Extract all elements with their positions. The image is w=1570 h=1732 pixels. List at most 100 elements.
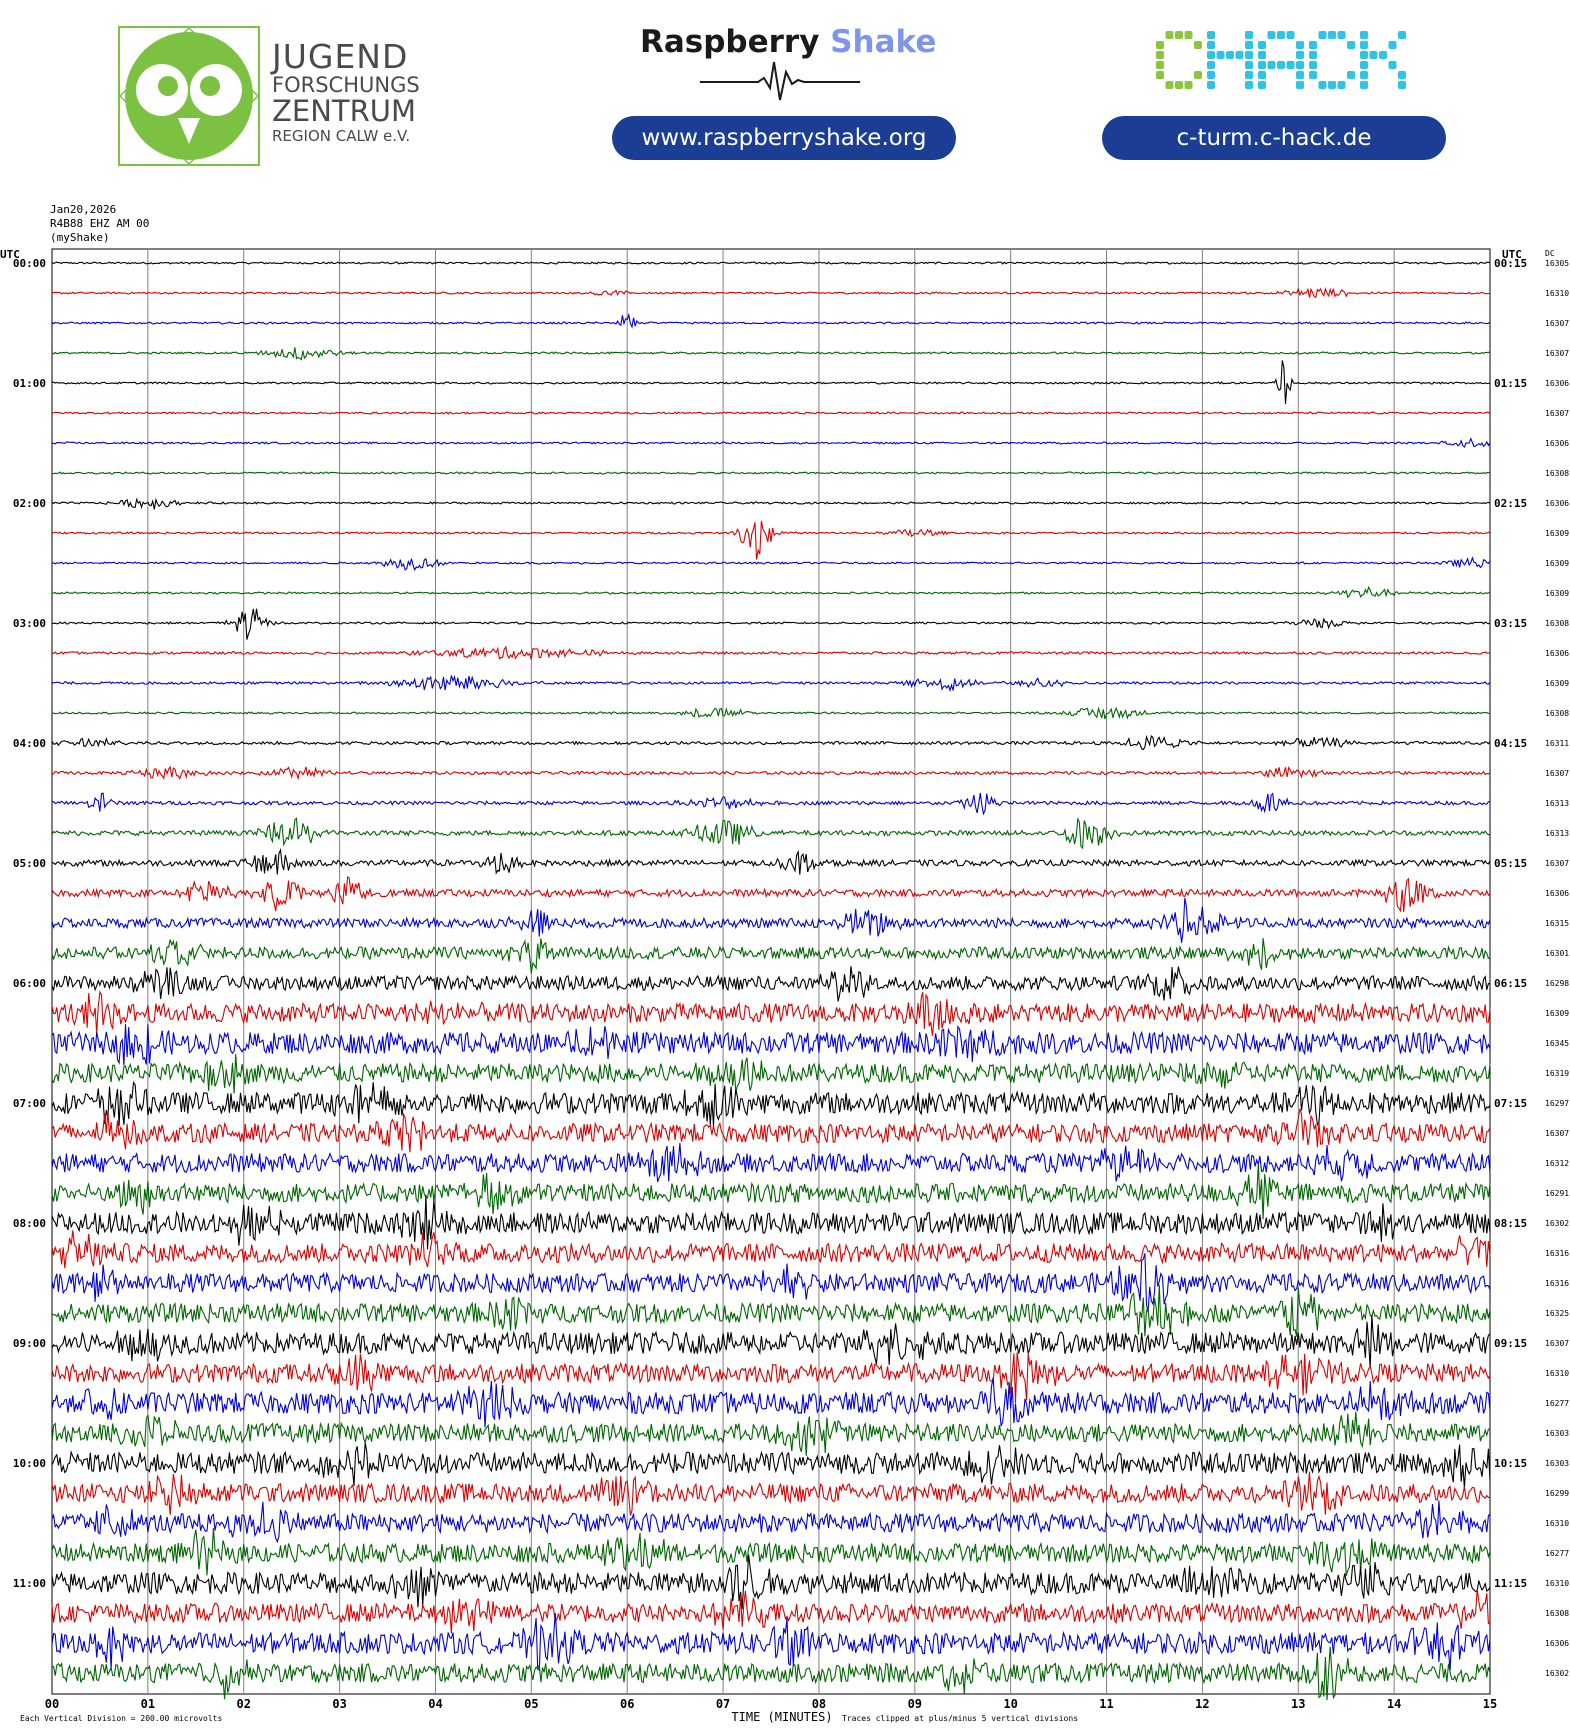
jfz-name: JUGEND FORSCHUNGS ZENTRUM REGION CALW e.…: [272, 40, 420, 144]
dc-value: 16302: [1545, 1669, 1569, 1678]
dc-value: 16291: [1545, 1189, 1569, 1198]
chack-logo-dot: [1398, 71, 1406, 79]
chack-logo-dot: [1296, 61, 1304, 69]
x-tick-label: 12: [1195, 1697, 1209, 1711]
jfz-line-1: JUGEND: [272, 37, 409, 76]
dc-value: 16310: [1545, 1369, 1569, 1378]
chack-logo-dot: [1207, 31, 1215, 39]
chack-logo-dot: [1328, 81, 1336, 89]
dc-header-label: DC: [1545, 249, 1555, 258]
dc-value: 16310: [1545, 289, 1569, 298]
axis-labels: 00:00 00:15 16305 16310 16307 16307 01:00 01:15…: [0, 203, 1569, 1724]
chack-logo-icon: [1156, 31, 1406, 89]
dc-value: 16319: [1545, 1069, 1569, 1078]
utc-left-label: 00:00: [13, 257, 46, 270]
trace-row-33: [51, 1230, 1491, 1269]
utc-right-label: 09:15: [1494, 1337, 1527, 1350]
trace-row-16: [51, 734, 1491, 751]
dc-value: 16310: [1545, 1579, 1569, 1588]
utc-right-label: 11:15: [1494, 1577, 1527, 1590]
dc-value: 16315: [1545, 919, 1569, 928]
chack-logo-dot: [1379, 51, 1387, 59]
utc-right-label: 07:15: [1494, 1097, 1527, 1110]
utc-left-label: 05:00: [13, 857, 46, 870]
dc-value: 16307: [1545, 319, 1569, 328]
trace-row-24: [51, 966, 1491, 1002]
trace-row-35: [51, 1284, 1491, 1337]
x-tick-label: 07: [716, 1697, 730, 1711]
dc-value: 16310: [1545, 1519, 1569, 1528]
chack-logo-dot: [1347, 41, 1355, 49]
trace-row-7: [52, 471, 1491, 475]
plot-frame: [51, 248, 1491, 1695]
chack-logo-dot: [1245, 31, 1253, 39]
utc-left-label: 09:00: [13, 1337, 46, 1350]
trace-row-21: [51, 876, 1491, 913]
trace-row-1: [51, 287, 1491, 299]
dc-value: 16307: [1545, 349, 1569, 358]
x-axis-title: TIME (MINUTES): [731, 1710, 832, 1724]
dc-value: 16309: [1545, 589, 1569, 598]
trace-row-28: [51, 1081, 1491, 1127]
trace-row-26: [51, 1024, 1491, 1066]
utc-right-label: 10:15: [1494, 1457, 1527, 1470]
trace-row-5: [51, 411, 1491, 415]
dc-value: 16305: [1545, 259, 1569, 268]
x-tick-label: 05: [524, 1697, 538, 1711]
chack-logo-dot: [1369, 51, 1378, 59]
chack-logo-dot: [1360, 51, 1368, 59]
chack-logo-dot: [1296, 81, 1304, 89]
dc-value: 16277: [1545, 1549, 1569, 1558]
chack-logo-dot: [1175, 31, 1183, 39]
raspberryshake-link-button[interactable]: www.raspberryshake.org: [612, 116, 956, 160]
trace-row-15: [51, 706, 1491, 720]
chack-logo-dot: [1328, 31, 1336, 39]
utc-left-label: 07:00: [13, 1097, 46, 1110]
trace-row-34: [51, 1253, 1491, 1313]
trace-row-47: [51, 1646, 1491, 1701]
dc-value: 16312: [1545, 1159, 1569, 1168]
x-tick-label: 00: [45, 1697, 59, 1711]
x-tick-label: 04: [428, 1697, 442, 1711]
utc-left-label: 11:00: [13, 1577, 46, 1590]
chack-logo-dot: [1175, 81, 1183, 89]
chack-logo-dot: [1245, 51, 1253, 59]
chack-logo-dot: [1165, 31, 1174, 39]
trace-row-8: [51, 497, 1491, 510]
x-tick-label: 02: [237, 1697, 251, 1711]
trace-row-37: [51, 1352, 1491, 1404]
trace-row-30: [51, 1143, 1491, 1183]
dc-value: 16301: [1545, 949, 1569, 958]
x-tick-label: 09: [908, 1697, 922, 1711]
trace-row-17: [51, 765, 1491, 781]
chack-logo-dot: [1207, 61, 1215, 69]
trace-row-36: [51, 1314, 1491, 1369]
utc-right-label: 01:15: [1494, 377, 1527, 390]
dc-value: 16316: [1545, 1249, 1569, 1258]
utc-left-label: 03:00: [13, 617, 46, 630]
utc-left-label: 02:00: [13, 497, 46, 510]
dc-value: 16309: [1545, 679, 1569, 688]
chack-logo-dot: [1296, 51, 1304, 59]
trace-row-29: [51, 1108, 1491, 1153]
chack-logo-dot: [1318, 81, 1327, 89]
chack-logo-dot: [1388, 41, 1397, 49]
trace-row-13: [51, 645, 1491, 660]
jfz-line-3: ZENTRUM: [272, 94, 416, 128]
trace-row-25: [51, 990, 1491, 1036]
chack-logo-dot: [1277, 61, 1285, 69]
chack-logo-dot: [1267, 61, 1276, 69]
dc-value: 16303: [1545, 1429, 1569, 1438]
chack-logo-dot: [1245, 41, 1253, 49]
header-banner: JUGEND FORSCHUNGS ZENTRUM REGION CALW e.…: [0, 0, 1570, 185]
chack-logo-dot: [1245, 81, 1253, 89]
chack-logo-dot: [1309, 51, 1317, 59]
x-tick-label: 08: [812, 1697, 826, 1711]
chack-logo-dot: [1360, 31, 1368, 39]
dc-value: 16307: [1545, 859, 1569, 868]
dc-value: 16307: [1545, 1129, 1569, 1138]
dc-value: 16306: [1545, 889, 1569, 898]
utc-right-label: 05:15: [1494, 857, 1527, 870]
dc-value: 16277: [1545, 1399, 1569, 1408]
chack-link-button[interactable]: c-turm.c-hack.de: [1102, 116, 1446, 160]
